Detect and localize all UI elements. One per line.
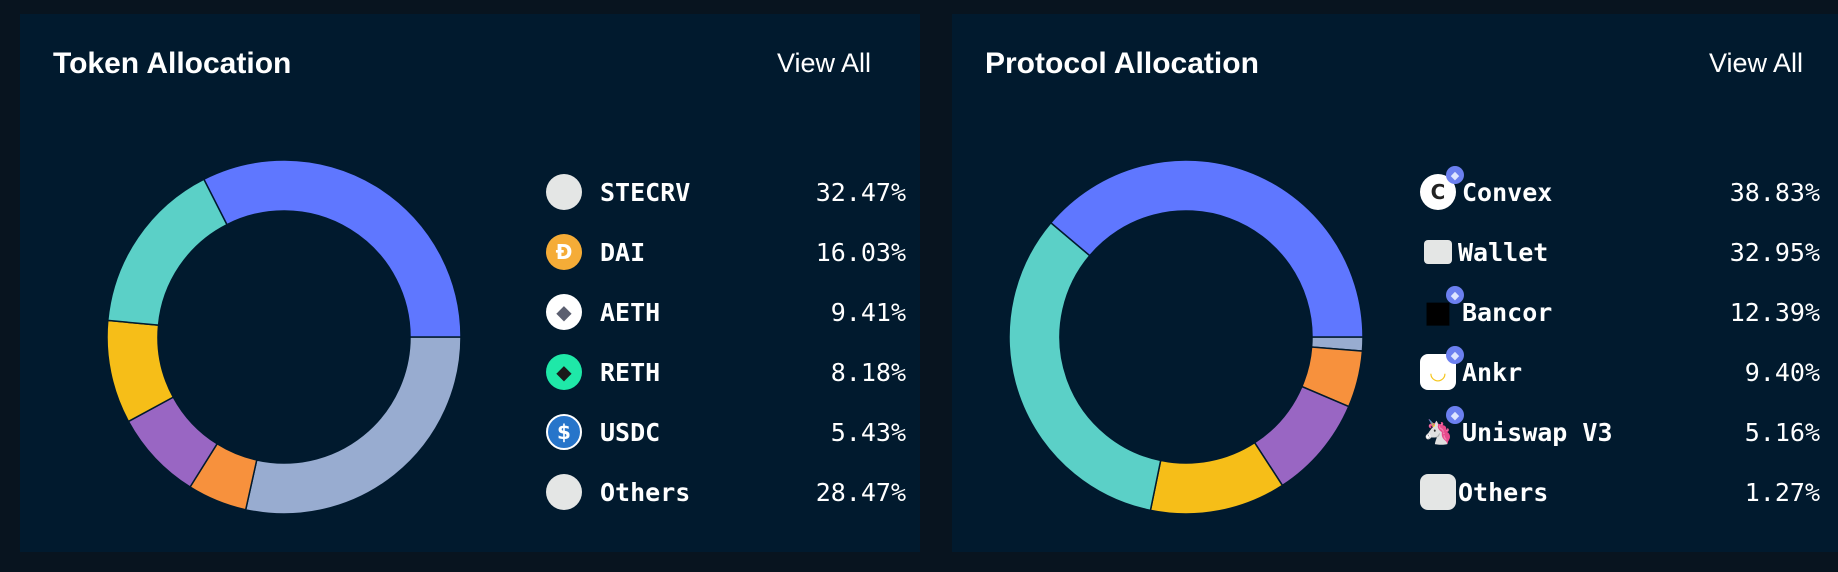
protocol-name: Wallet	[1458, 237, 1549, 267]
protocol-percent: 12.39%	[1729, 297, 1820, 327]
legend-row-others[interactable]: Others 1.27%	[1420, 462, 1820, 522]
protocol-donut-chart	[1008, 159, 1364, 515]
protocol-percent: 1.27%	[1744, 477, 1820, 507]
token-name: DAI	[600, 237, 646, 267]
token-percent: 9.41%	[830, 297, 906, 327]
legend-row-uniswap[interactable]: 🦄 ◆ Uniswap V3 5.16%	[1420, 402, 1820, 462]
protocol-name: Bancor	[1462, 297, 1553, 327]
token-donut-chart	[106, 159, 462, 515]
uniswap-icon: 🦄 ◆	[1420, 406, 1464, 450]
protocol-name: Convex	[1462, 177, 1553, 207]
ethereum-chain-badge-icon: ◆	[1446, 286, 1464, 304]
protocol-name: Ankr	[1462, 357, 1523, 387]
protocol-legend: C ◆ Convex 38.83% Wallet 32.95% ■ ◆ Bancor…	[1420, 162, 1820, 522]
wallet-icon	[1420, 234, 1456, 270]
donut-segment-others[interactable]	[244, 336, 462, 515]
ethereum-chain-badge-icon: ◆	[1446, 166, 1464, 184]
card-title: Token Allocation	[53, 47, 292, 80]
donut-segment-dai[interactable]	[106, 178, 228, 326]
token-allocation-card: Token Allocation View All STECRV 32.47% …	[20, 14, 920, 552]
donut-segment-wallet[interactable]	[1008, 221, 1162, 512]
token-percent: 32.47%	[815, 177, 906, 207]
legend-row-aeth[interactable]: ◆ AETH 9.41%	[546, 282, 906, 342]
token-percent: 28.47%	[815, 477, 906, 507]
view-all-link[interactable]: View All	[1708, 48, 1803, 78]
token-name: STECRV	[600, 177, 691, 207]
ethereum-icon: ◆	[546, 294, 582, 330]
ethereum-chain-badge-icon: ◆	[1446, 406, 1464, 424]
legend-row-reth[interactable]: ◆ RETH 8.18%	[546, 342, 906, 402]
ankr-icon: ◡ ◆	[1420, 346, 1464, 390]
protocol-allocation-card: Protocol Allocation View All C ◆ Convex 3…	[952, 14, 1838, 552]
legend-row-convex[interactable]: C ◆ Convex 38.83%	[1420, 162, 1820, 222]
donut-segment-convex[interactable]	[1049, 159, 1364, 338]
legend-row-others[interactable]: Others 28.47%	[546, 462, 906, 522]
bancor-icon: ■ ◆	[1420, 286, 1464, 330]
token-name: RETH	[600, 357, 661, 387]
dai-icon: Đ	[546, 234, 582, 270]
legend-row-ankr[interactable]: ◡ ◆ Ankr 9.40%	[1420, 342, 1820, 402]
card-title: Protocol Allocation	[985, 47, 1259, 80]
reth-icon: ◆	[546, 354, 582, 390]
legend-row-dai[interactable]: Đ DAI 16.03%	[546, 222, 906, 282]
protocol-percent: 38.83%	[1729, 177, 1820, 207]
token-percent: 16.03%	[815, 237, 906, 267]
protocol-percent: 32.95%	[1729, 237, 1820, 267]
usdc-icon: $	[546, 414, 582, 450]
token-percent: 8.18%	[830, 357, 906, 387]
generic-protocol-icon	[1420, 474, 1456, 510]
donut-segment-stecrv[interactable]	[202, 159, 462, 338]
convex-icon: C ◆	[1420, 166, 1464, 210]
protocol-name: Uniswap V3	[1462, 417, 1613, 447]
token-name: Others	[600, 477, 691, 507]
legend-row-wallet[interactable]: Wallet 32.95%	[1420, 222, 1820, 282]
legend-row-stecrv[interactable]: STECRV 32.47%	[546, 162, 906, 222]
ethereum-chain-badge-icon: ◆	[1446, 346, 1464, 364]
legend-row-bancor[interactable]: ■ ◆ Bancor 12.39%	[1420, 282, 1820, 342]
generic-token-icon	[546, 474, 582, 510]
token-name: USDC	[600, 417, 661, 447]
legend-row-usdc[interactable]: $ USDC 5.43%	[546, 402, 906, 462]
protocol-percent: 9.40%	[1744, 357, 1820, 387]
protocol-name: Others	[1458, 477, 1549, 507]
protocol-percent: 5.16%	[1744, 417, 1820, 447]
token-percent: 5.43%	[830, 417, 906, 447]
token-name: AETH	[600, 297, 661, 327]
generic-token-icon	[546, 174, 582, 210]
view-all-link[interactable]: View All	[776, 48, 871, 78]
token-legend: STECRV 32.47% Đ DAI 16.03% ◆ AETH 9.41% …	[546, 162, 906, 522]
